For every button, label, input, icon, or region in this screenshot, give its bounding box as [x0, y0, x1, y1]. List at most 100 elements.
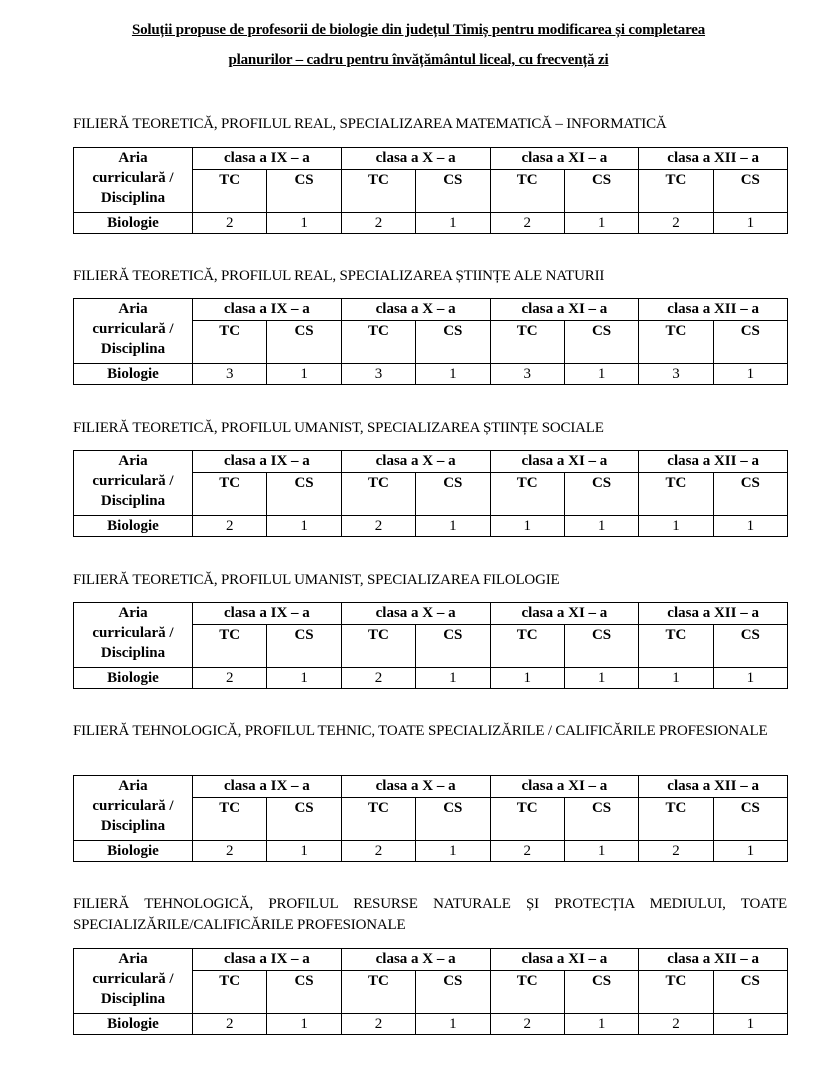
class-header: clasa a X – a: [340, 948, 491, 971]
tc-header: TC: [638, 472, 714, 516]
class-header: clasa a XII – a: [638, 948, 788, 971]
cs-header: CS: [712, 797, 789, 841]
hours-cell: 2: [191, 515, 268, 537]
tc-header: TC: [489, 320, 565, 364]
aria-header-cell: Aria curriculară / Disciplina: [73, 775, 193, 841]
hours-cell: 1: [563, 212, 640, 234]
hours-cell: 1: [712, 840, 789, 862]
curriculum-table: Aria curriculară / Disciplina clasa a IX – …: [73, 775, 789, 862]
hours-cell: 2: [489, 840, 565, 862]
discipline-label: Disciplina: [100, 991, 166, 1007]
class-header-row: Aria curriculară / Disciplina clasa a IX – …: [73, 775, 788, 841]
document-title-line-2: planurilor – cadru pentru învățământul l…: [228, 52, 609, 68]
section-heading: FILIERĂ TEORETICĂ, PROFILUL REAL, SPECIA…: [73, 116, 667, 132]
curriculum-table: Aria curriculară / Disciplina clasa a IX – …: [73, 147, 789, 234]
class-header: clasa a IX – a: [192, 948, 342, 971]
tc-header: TC: [340, 320, 417, 364]
class-header: clasa a X – a: [340, 602, 491, 625]
cs-header: CS: [266, 472, 342, 516]
hours-cell: 1: [712, 667, 789, 689]
hours-cell: 2: [340, 212, 417, 234]
class-header: clasa a XI – a: [489, 775, 640, 798]
curriculum-table: Aria curriculară / Disciplina clasa a IX – …: [73, 450, 789, 537]
cs-header: CS: [266, 624, 342, 668]
tc-header: TC: [340, 797, 417, 841]
hours-cell: 2: [340, 1013, 417, 1035]
table-row: Biologie 2 1 2 1 2 1 2 1: [73, 1013, 789, 1035]
tc-header: TC: [191, 624, 268, 668]
discipline-cell: Biologie: [73, 515, 193, 537]
hours-cell: 2: [191, 212, 268, 234]
hours-cell: 1: [266, 515, 342, 537]
curricular-label: curriculară /: [92, 321, 174, 337]
class-header: clasa a XI – a: [489, 450, 640, 473]
aria-label: Aria: [118, 453, 148, 469]
class-header: clasa a XII – a: [638, 602, 788, 625]
tc-header: TC: [638, 970, 714, 1014]
hours-cell: 2: [191, 1013, 268, 1035]
hours-cell: 3: [489, 363, 565, 385]
class-header: clasa a XI – a: [489, 298, 640, 321]
table-row: Biologie 3 1 3 1 3 1 3 1: [73, 363, 789, 385]
section-heading: FILIERĂ TEORETICĂ, PROFILUL REAL, SPECIA…: [73, 268, 605, 284]
hours-cell: 1: [638, 667, 714, 689]
cs-header: CS: [563, 472, 640, 516]
tc-header: TC: [340, 624, 417, 668]
tc-header: TC: [638, 169, 714, 213]
tc-header: TC: [638, 320, 714, 364]
aria-label: Aria: [118, 605, 148, 621]
discipline-label: Disciplina: [100, 818, 166, 834]
hours-cell: 1: [563, 1013, 640, 1035]
hours-cell: 1: [712, 515, 789, 537]
hours-cell: 1: [266, 1013, 342, 1035]
hours-cell: 3: [638, 363, 714, 385]
class-header: clasa a X – a: [340, 450, 491, 473]
cs-header: CS: [712, 320, 789, 364]
cs-header: CS: [415, 624, 491, 668]
cs-header: CS: [712, 472, 789, 516]
hours-cell: 1: [489, 515, 565, 537]
tc-header: TC: [340, 472, 417, 516]
hours-cell: 1: [415, 515, 491, 537]
class-header-row: Aria curriculară / Disciplina clasa a IX – …: [73, 147, 788, 213]
tc-cs-header-row: TC CS TC CS TC CS TC CS: [74, 320, 789, 364]
class-header-row: Aria curriculară / Disciplina clasa a IX – …: [73, 602, 788, 668]
class-header: clasa a XII – a: [638, 298, 788, 321]
aria-label: Aria: [118, 301, 148, 317]
tc-header: TC: [340, 169, 417, 213]
hours-cell: 1: [415, 667, 491, 689]
hours-cell: 2: [489, 1013, 565, 1035]
hours-cell: 1: [266, 667, 342, 689]
class-header: clasa a XII – a: [638, 775, 788, 798]
hours-cell: 2: [638, 840, 714, 862]
cs-header: CS: [712, 624, 789, 668]
hours-cell: 1: [415, 212, 491, 234]
hours-cell: 1: [712, 363, 789, 385]
aria-header-cell: Aria curriculară / Disciplina: [73, 602, 193, 668]
aria-label: Aria: [118, 150, 148, 166]
hours-cell: 1: [563, 515, 640, 537]
table-row: Biologie 2 1 2 1 2 1 2 1: [73, 840, 789, 862]
discipline-cell: Biologie: [73, 840, 193, 862]
aria-header-cell: Aria curriculară / Disciplina: [73, 948, 193, 1014]
hours-cell: 2: [340, 667, 417, 689]
class-header: clasa a XII – a: [638, 450, 788, 473]
cs-header: CS: [415, 320, 491, 364]
hours-cell: 1: [415, 1013, 491, 1035]
section-heading: FILIERĂ TEORETICĂ, PROFILUL UMANIST, SPE…: [73, 420, 604, 436]
hours-cell: 3: [340, 363, 417, 385]
hours-cell: 2: [340, 840, 417, 862]
hours-cell: 1: [415, 363, 491, 385]
curricular-label: curriculară /: [92, 473, 174, 489]
class-header-row: Aria curriculară / Disciplina clasa a IX – …: [73, 298, 788, 364]
aria-header-cell: Aria curriculară / Disciplina: [73, 298, 193, 364]
cs-header: CS: [563, 624, 640, 668]
cs-header: CS: [563, 797, 640, 841]
tc-header: TC: [191, 320, 268, 364]
class-header: clasa a IX – a: [192, 298, 342, 321]
curriculum-table: Aria curriculară / Disciplina clasa a IX – …: [73, 948, 789, 1035]
tc-header: TC: [489, 472, 565, 516]
aria-label: Aria: [118, 951, 148, 967]
tc-header: TC: [489, 624, 565, 668]
discipline-label: Disciplina: [100, 190, 166, 206]
